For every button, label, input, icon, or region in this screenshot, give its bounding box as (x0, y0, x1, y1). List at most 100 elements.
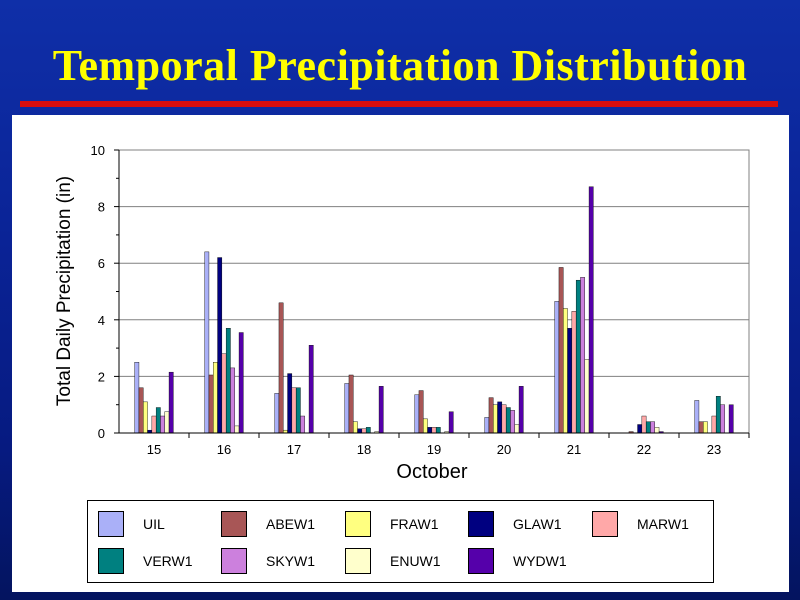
bar-uil-23 (694, 400, 700, 434)
legend: UIL ABEW1 FRAW1 GLAW1 MARW1 VERW1 SKYW1 ENUW1 WY… (87, 500, 714, 583)
chart-panel: 0 2 4 6 8 10 15 16 17 18 19 20 21 22 23 Total Daily Pr… (12, 115, 789, 592)
legend-label: ENUW1 (390, 553, 441, 569)
bar-enuw1-20 (514, 424, 520, 434)
legend-swatch (221, 511, 247, 537)
bar-wydw1-20 (518, 386, 524, 434)
bar-verw1-17 (295, 387, 301, 434)
legend-label: UIL (143, 516, 165, 532)
bar-abew1-18 (348, 374, 354, 434)
bar-fraw1-23 (703, 421, 708, 434)
bar-verw1-20 (505, 407, 511, 434)
bar-verw1-16 (225, 328, 231, 434)
bar-verw1-15 (155, 407, 161, 434)
bar-verw1-22 (645, 421, 651, 434)
legend-swatch (221, 548, 247, 574)
bar-skyw1-23 (720, 404, 725, 434)
bar-verw1-18 (365, 427, 371, 434)
bar-uil-19 (414, 394, 420, 434)
y-axis-title: Total Daily Precipitation (in) (54, 176, 75, 406)
bar-wydw1-19 (448, 411, 454, 434)
legend-swatch (592, 511, 618, 537)
bar-uil-16 (204, 251, 210, 434)
bar-marw1-21 (571, 311, 577, 434)
x-tick-label: 15 (147, 442, 161, 457)
x-tick-label: 20 (497, 442, 511, 457)
bar-fraw1-15 (143, 401, 148, 434)
bar-skyw1-15 (160, 415, 165, 434)
bar-wydw1-17 (308, 345, 314, 434)
x-tick-label: 21 (567, 442, 581, 457)
bar-enuw1-15 (164, 411, 170, 434)
bar-enuw1-21 (584, 359, 590, 434)
x-tick-label: 23 (707, 442, 721, 457)
bar-abew1-20 (488, 397, 494, 434)
bar-wydw1-21 (588, 186, 594, 434)
bar-marw1-22 (641, 415, 647, 434)
bar-glaw1-21 (567, 328, 573, 434)
bar-marw1-17 (291, 387, 297, 434)
bar-glaw1-19 (427, 427, 433, 434)
bar-fraw1-20 (493, 404, 498, 434)
bar-marw1-20 (501, 404, 507, 434)
legend-swatch (468, 548, 494, 574)
bar-skyw1-16 (230, 367, 235, 434)
legend-swatch (468, 511, 494, 537)
bar-verw1-23 (715, 396, 721, 434)
legend-swatch (345, 548, 371, 574)
legend-label: SKYW1 (266, 553, 316, 569)
x-axis-title: October (396, 461, 467, 483)
bars (134, 186, 734, 434)
bar-glaw1-20 (497, 401, 503, 434)
bar-marw1-19 (431, 427, 437, 434)
bar-wydw1-16 (238, 332, 244, 434)
legend-swatch (345, 511, 371, 537)
bar-abew1-17 (278, 302, 284, 434)
bar-glaw1-22 (637, 424, 643, 434)
x-tick-label: 22 (637, 442, 651, 457)
bar-marw1-23 (711, 415, 717, 434)
bar-skyw1-22 (650, 421, 655, 434)
y-tick-label: 10 (91, 143, 105, 158)
bar-abew1-19 (418, 390, 424, 434)
legend-label: FRAW1 (390, 516, 439, 532)
y-tick-label: 8 (98, 200, 105, 215)
bar-abew1-16 (208, 374, 214, 434)
legend-label: MARW1 (637, 516, 689, 532)
bar-wydw1-18 (378, 386, 384, 434)
legend-label: GLAW1 (513, 516, 562, 532)
x-tick-label: 16 (217, 442, 231, 457)
bar-skyw1-21 (580, 277, 585, 434)
axes: 0 2 4 6 8 10 15 16 17 18 19 20 21 22 23 (91, 143, 750, 457)
bar-abew1-21 (558, 267, 564, 434)
bar-verw1-19 (435, 427, 441, 434)
bar-uil-17 (274, 393, 280, 434)
bar-marw1-18 (361, 428, 367, 434)
bar-fraw1-21 (563, 308, 568, 434)
bar-uil-18 (344, 383, 350, 434)
chart-svg: 0 2 4 6 8 10 15 16 17 18 19 20 21 22 23 Total Daily Pr… (54, 143, 750, 483)
bar-marw1-15 (151, 415, 157, 434)
y-tick-label: 6 (98, 256, 105, 271)
bar-uil-20 (484, 417, 490, 434)
bar-wydw1-23 (728, 404, 734, 434)
legend-swatch (98, 548, 124, 574)
slide-title: Temporal Precipitation Distribution (52, 41, 748, 90)
bar-enuw1-16 (234, 425, 240, 434)
bar-wydw1-15 (168, 371, 174, 434)
legend-label: ABEW1 (266, 516, 316, 532)
legend-swatch (98, 511, 124, 537)
bar-abew1-23 (698, 421, 704, 434)
bar-enuw1-22 (654, 427, 660, 434)
bar-skyw1-17 (300, 415, 305, 434)
bar-uil-21 (554, 301, 560, 434)
bar-fraw1-18 (353, 421, 358, 434)
y-tick-label: 2 (98, 369, 105, 384)
legend-label: WYDW1 (513, 553, 567, 569)
bar-skyw1-20 (510, 410, 515, 434)
y-tick-label: 4 (98, 313, 105, 328)
bar-glaw1-18 (357, 428, 363, 434)
bar-uil-15 (134, 362, 140, 434)
bar-fraw1-19 (423, 418, 428, 434)
title-underline (20, 101, 778, 107)
